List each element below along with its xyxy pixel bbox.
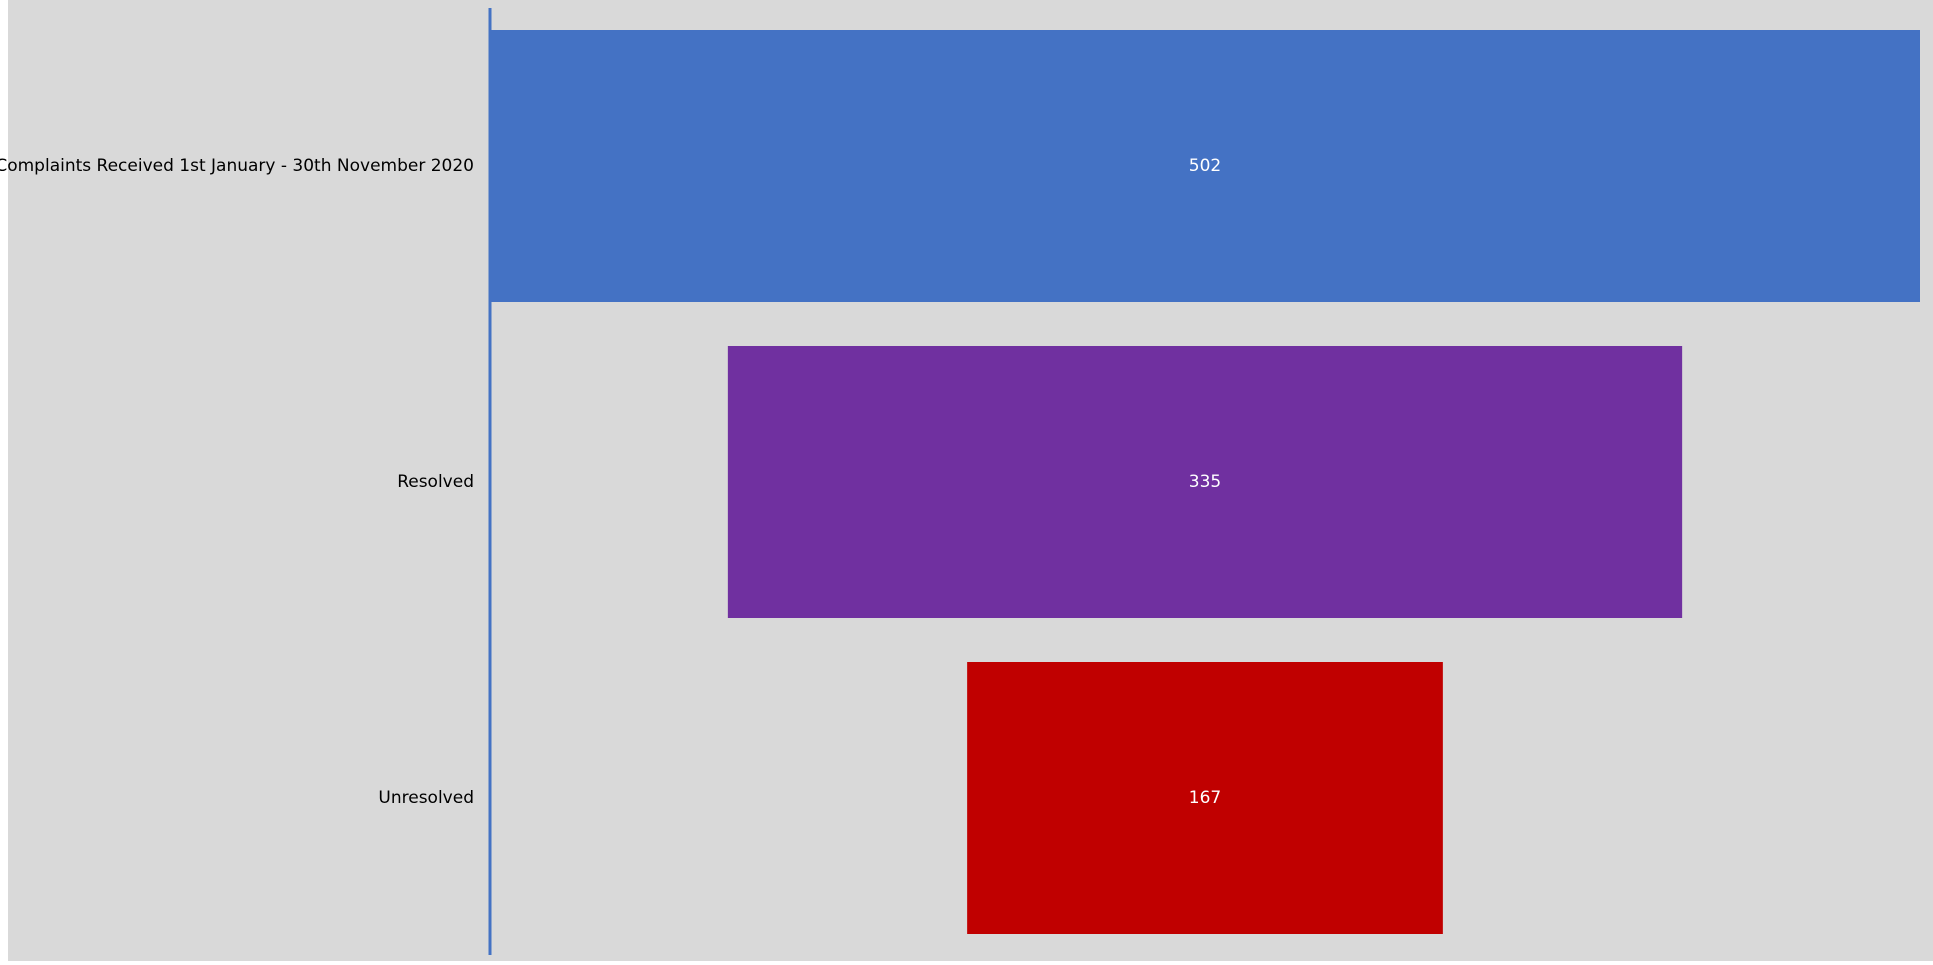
category-label-1: Complaints Received 1st January - 30th N… [0, 156, 474, 176]
category-label-2: Resolved [397, 472, 474, 492]
funnel-bar-1 [490, 30, 1920, 302]
category-label-3: Unresolved [378, 788, 474, 808]
data-label-3: 167 [1189, 788, 1221, 808]
category-labels-layer: Complaints Received 1st January - 30th N… [0, 156, 474, 808]
data-label-1: 502 [1189, 156, 1221, 176]
bars-layer: 502 335 167 [490, 30, 1920, 934]
data-label-2: 335 [1189, 472, 1221, 492]
funnel-bar-3 [967, 662, 1443, 934]
funnel-bar-2 [727, 346, 1683, 618]
